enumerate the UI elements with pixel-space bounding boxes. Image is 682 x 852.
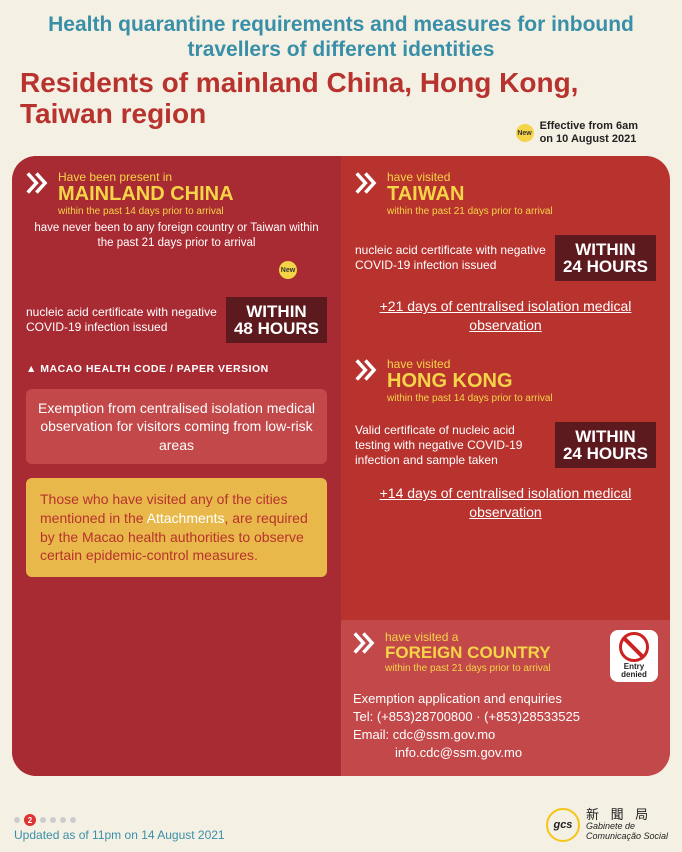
foreign-region-name: FOREIGN COUNTRY	[385, 644, 604, 661]
mainland-hours-box: WITHIN 48 HOURS	[226, 297, 327, 343]
mainland-pre-label: Have been present in	[58, 170, 327, 184]
mainland-post-label: within the past 14 days prior to arrival	[58, 206, 327, 217]
contact-heading: Exemption application and enquiries	[353, 690, 658, 708]
hk-hours-box: WITHIN 24 HOURS	[555, 422, 656, 468]
foreign-pre-label: have visited a	[385, 630, 604, 644]
attachment-notice-box: Those who have visited any of the cities…	[26, 478, 327, 578]
hk-cert-text: Valid certificate of nucleic acid testin…	[355, 423, 547, 468]
taiwan-pre-label: have visited	[387, 170, 656, 184]
page-dot[interactable]	[14, 817, 20, 823]
entry-denied-text: Entry denied	[621, 663, 647, 679]
logo-circle-icon: gcs	[546, 808, 580, 842]
exemption-box: Exemption from centralised isolation med…	[26, 389, 327, 464]
effective-date: Effective from 6am on 10 August 2021	[540, 120, 638, 146]
taiwan-post-label: within the past 21 days prior to arrival	[387, 206, 656, 217]
updated-timestamp: Updated as of 11pm on 14 August 2021	[14, 828, 225, 842]
mainland-cert-text: nucleic acid certificate with negative C…	[26, 305, 218, 335]
chevron-icon	[26, 170, 52, 196]
page-dot[interactable]	[40, 817, 46, 823]
chevron-icon	[355, 357, 381, 383]
taiwan-region-name: TAIWAN	[387, 184, 656, 204]
chevron-icon	[353, 630, 379, 656]
new-badge-icon: New	[516, 124, 534, 142]
contact-email-1: Email: cdc@ssm.gov.mo	[353, 726, 658, 744]
health-code-label: ▲ MACAO HEALTH CODE / PAPER VERSION	[26, 363, 327, 375]
foreign-country-block: have visited a FOREIGN COUNTRY within th…	[341, 620, 670, 777]
attachments-link[interactable]: Attachments	[147, 510, 225, 526]
logo-portuguese-2: Comunicação Social	[586, 832, 668, 842]
hk-post-label: within the past 14 days prior to arrival	[387, 393, 656, 404]
prohibition-icon	[619, 632, 649, 662]
logo-chinese: 新 聞 局	[586, 808, 668, 822]
main-card: Have been present in MAINLAND CHINA with…	[12, 156, 670, 776]
hk-observation: +14 days of centralised isolation medica…	[355, 484, 656, 522]
gcs-logo: gcs 新 聞 局 Gabinete de Comunicação Social	[546, 808, 668, 842]
taiwan-observation: +21 days of centralised isolation medica…	[355, 297, 656, 335]
taiwan-hours-box: WITHIN 24 HOURS	[555, 235, 656, 281]
new-badge-icon: New	[279, 261, 297, 279]
contact-email-2: info.cdc@ssm.gov.mo	[353, 744, 658, 762]
right-column: have visited TAIWAN within the past 21 d…	[341, 156, 670, 776]
page-dot[interactable]	[50, 817, 56, 823]
page-dot[interactable]	[70, 817, 76, 823]
mainland-note: have never been to any foreign country o…	[26, 221, 327, 251]
entry-denied-badge: Entry denied	[610, 630, 658, 682]
mainland-region-name: MAINLAND CHINA	[58, 184, 327, 204]
taiwan-cert-text: nucleic acid certificate with negative C…	[355, 243, 547, 273]
hk-region-name: HONG KONG	[387, 371, 656, 391]
page-title: Health quarantine requirements and measu…	[20, 12, 662, 62]
hk-pre-label: have visited	[387, 357, 656, 371]
chevron-icon	[355, 170, 381, 196]
page-dot[interactable]	[60, 817, 66, 823]
footer: 2 Updated as of 11pm on 14 August 2021 g…	[14, 808, 668, 842]
contact-tel: Tel: (+853)28700800 · (+853)28533525	[353, 708, 658, 726]
page-dot-active[interactable]: 2	[24, 814, 36, 826]
pagination-dots: 2	[14, 814, 225, 826]
foreign-post-label: within the past 21 days prior to arrival	[385, 663, 604, 674]
mainland-china-column: Have been present in MAINLAND CHINA with…	[12, 156, 341, 776]
